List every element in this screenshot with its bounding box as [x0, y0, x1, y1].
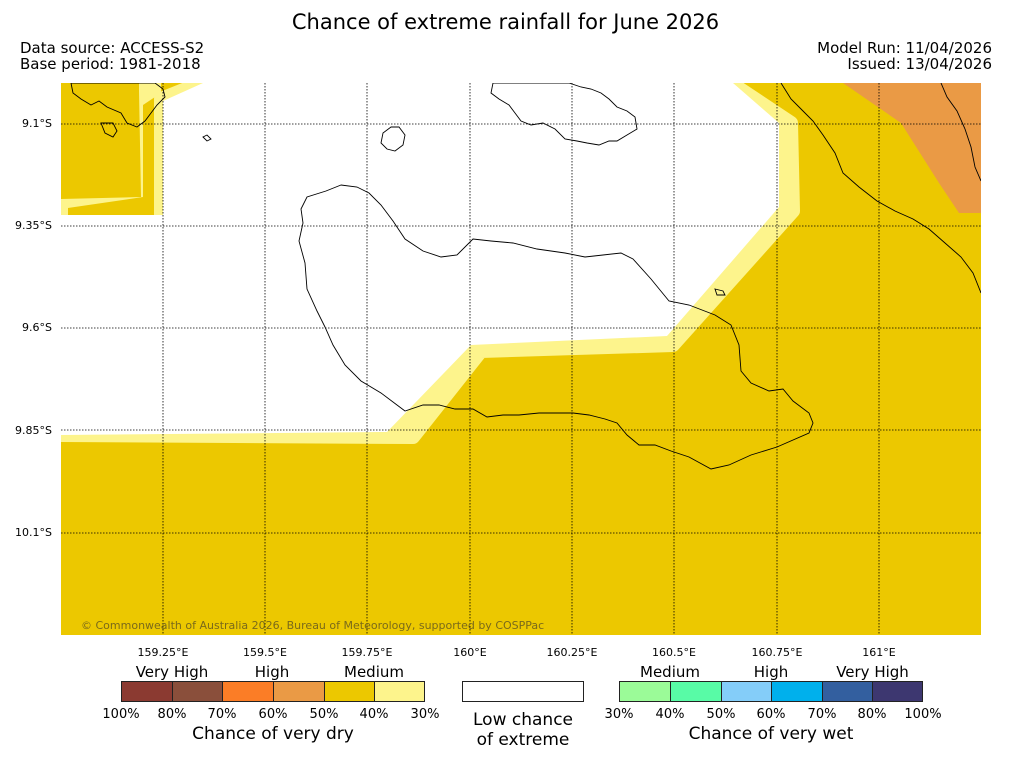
run-info: Model Run: 11/04/2026 Issued: 13/04/2026 [817, 40, 992, 72]
copyright-notice: © Commonwealth of Australia 2026, Bureau… [81, 619, 545, 632]
coastlines [70, 83, 981, 470]
lon-label-160-75: 160.75°E [751, 646, 803, 659]
lon-label-160: 160°E [453, 646, 487, 659]
islet-1 [202, 134, 212, 142]
region-low-chance [61, 83, 779, 435]
wet-tick-100: 100% [904, 707, 942, 722]
wet-tick-30: 30% [604, 707, 634, 722]
chart-title: Chance of extreme rainfall for June 2026 [291, 10, 720, 34]
issued-date: Issued: 13/04/2026 [847, 55, 992, 73]
gridlines [61, 83, 981, 635]
island-florida [490, 83, 638, 146]
low-chance-swatch [462, 681, 584, 702]
island-small [380, 126, 406, 152]
coast-right-bays [940, 83, 981, 182]
lat-label-9-1: 9.1°S [22, 117, 52, 130]
wet-swatch-6 [872, 681, 923, 702]
dry-swatch-2 [172, 681, 223, 702]
dry-tick-40: 40% [359, 707, 389, 722]
lat-label-10-1: 10.1°S [15, 526, 52, 539]
lat-label-9-35: 9.35°S [15, 219, 52, 232]
dry-caption: Chance of very dry [192, 724, 354, 744]
wet-tick-50: 50% [706, 707, 736, 722]
dry-group-high: High [254, 663, 290, 681]
data-info: Data source: ACCESS-S2 Base period: 1981… [20, 40, 204, 72]
dry-swatch-5 [324, 681, 375, 702]
base-period: Base period: 1981-2018 [20, 55, 201, 73]
lon-label-159-5: 159.5°E [243, 646, 287, 659]
dry-tick-60: 60% [258, 707, 288, 722]
wet-swatch-4 [771, 681, 823, 702]
dry-tick-30: 30% [410, 707, 440, 722]
model-run: Model Run: 11/04/2026 [817, 39, 992, 57]
wet-tick-40: 40% [655, 707, 685, 722]
wet-tick-80: 80% [857, 707, 887, 722]
dry-tick-70: 70% [207, 707, 237, 722]
lat-label-9-85: 9.85°S [15, 424, 52, 437]
region-medium-dry-topleft-inner [61, 83, 141, 199]
island-main [298, 184, 814, 470]
rainfall-map[interactable] [61, 83, 981, 635]
wet-swatch-3 [721, 681, 772, 702]
dry-swatch-4 [273, 681, 325, 702]
dry-swatch-6 [374, 681, 425, 702]
dry-group-medium: Medium [344, 663, 404, 681]
lat-label-9-6: 9.6°S [22, 321, 52, 334]
coast-right [780, 83, 981, 294]
wet-swatch-5 [822, 681, 873, 702]
lon-label-159-25: 159.25°E [137, 646, 189, 659]
dry-group-very-high: Very High [135, 663, 209, 681]
lon-label-161: 161°E [862, 646, 896, 659]
wet-caption: Chance of very wet [688, 724, 854, 744]
low-chance-line2: of extreme [476, 730, 570, 750]
low-chance-line1: Low chance [473, 710, 573, 730]
wet-swatch-1 [619, 681, 671, 702]
dry-swatch-3 [222, 681, 274, 702]
dry-tick-100: 100% [102, 707, 140, 722]
dry-tick-80: 80% [157, 707, 187, 722]
lon-label-160-25: 160.25°E [546, 646, 598, 659]
lon-label-159-75: 159.75°E [341, 646, 393, 659]
low-chance-caption: Low chance of extreme [445, 710, 601, 750]
wet-group-medium: Medium [640, 663, 700, 681]
data-source: Data source: ACCESS-S2 [20, 39, 205, 57]
wet-tick-60: 60% [756, 707, 786, 722]
wet-group-very-high: Very High [836, 663, 909, 681]
wet-group-high: High [753, 663, 789, 681]
wet-swatch-2 [670, 681, 722, 702]
lon-label-160-5: 160.5°E [652, 646, 696, 659]
wet-tick-70: 70% [807, 707, 837, 722]
dry-tick-50: 50% [309, 707, 339, 722]
islet-2 [714, 288, 726, 296]
island-topleft [70, 83, 166, 128]
dry-swatch-1 [121, 681, 173, 702]
region-high-dry [843, 83, 981, 213]
island-topleft-small [100, 122, 118, 138]
